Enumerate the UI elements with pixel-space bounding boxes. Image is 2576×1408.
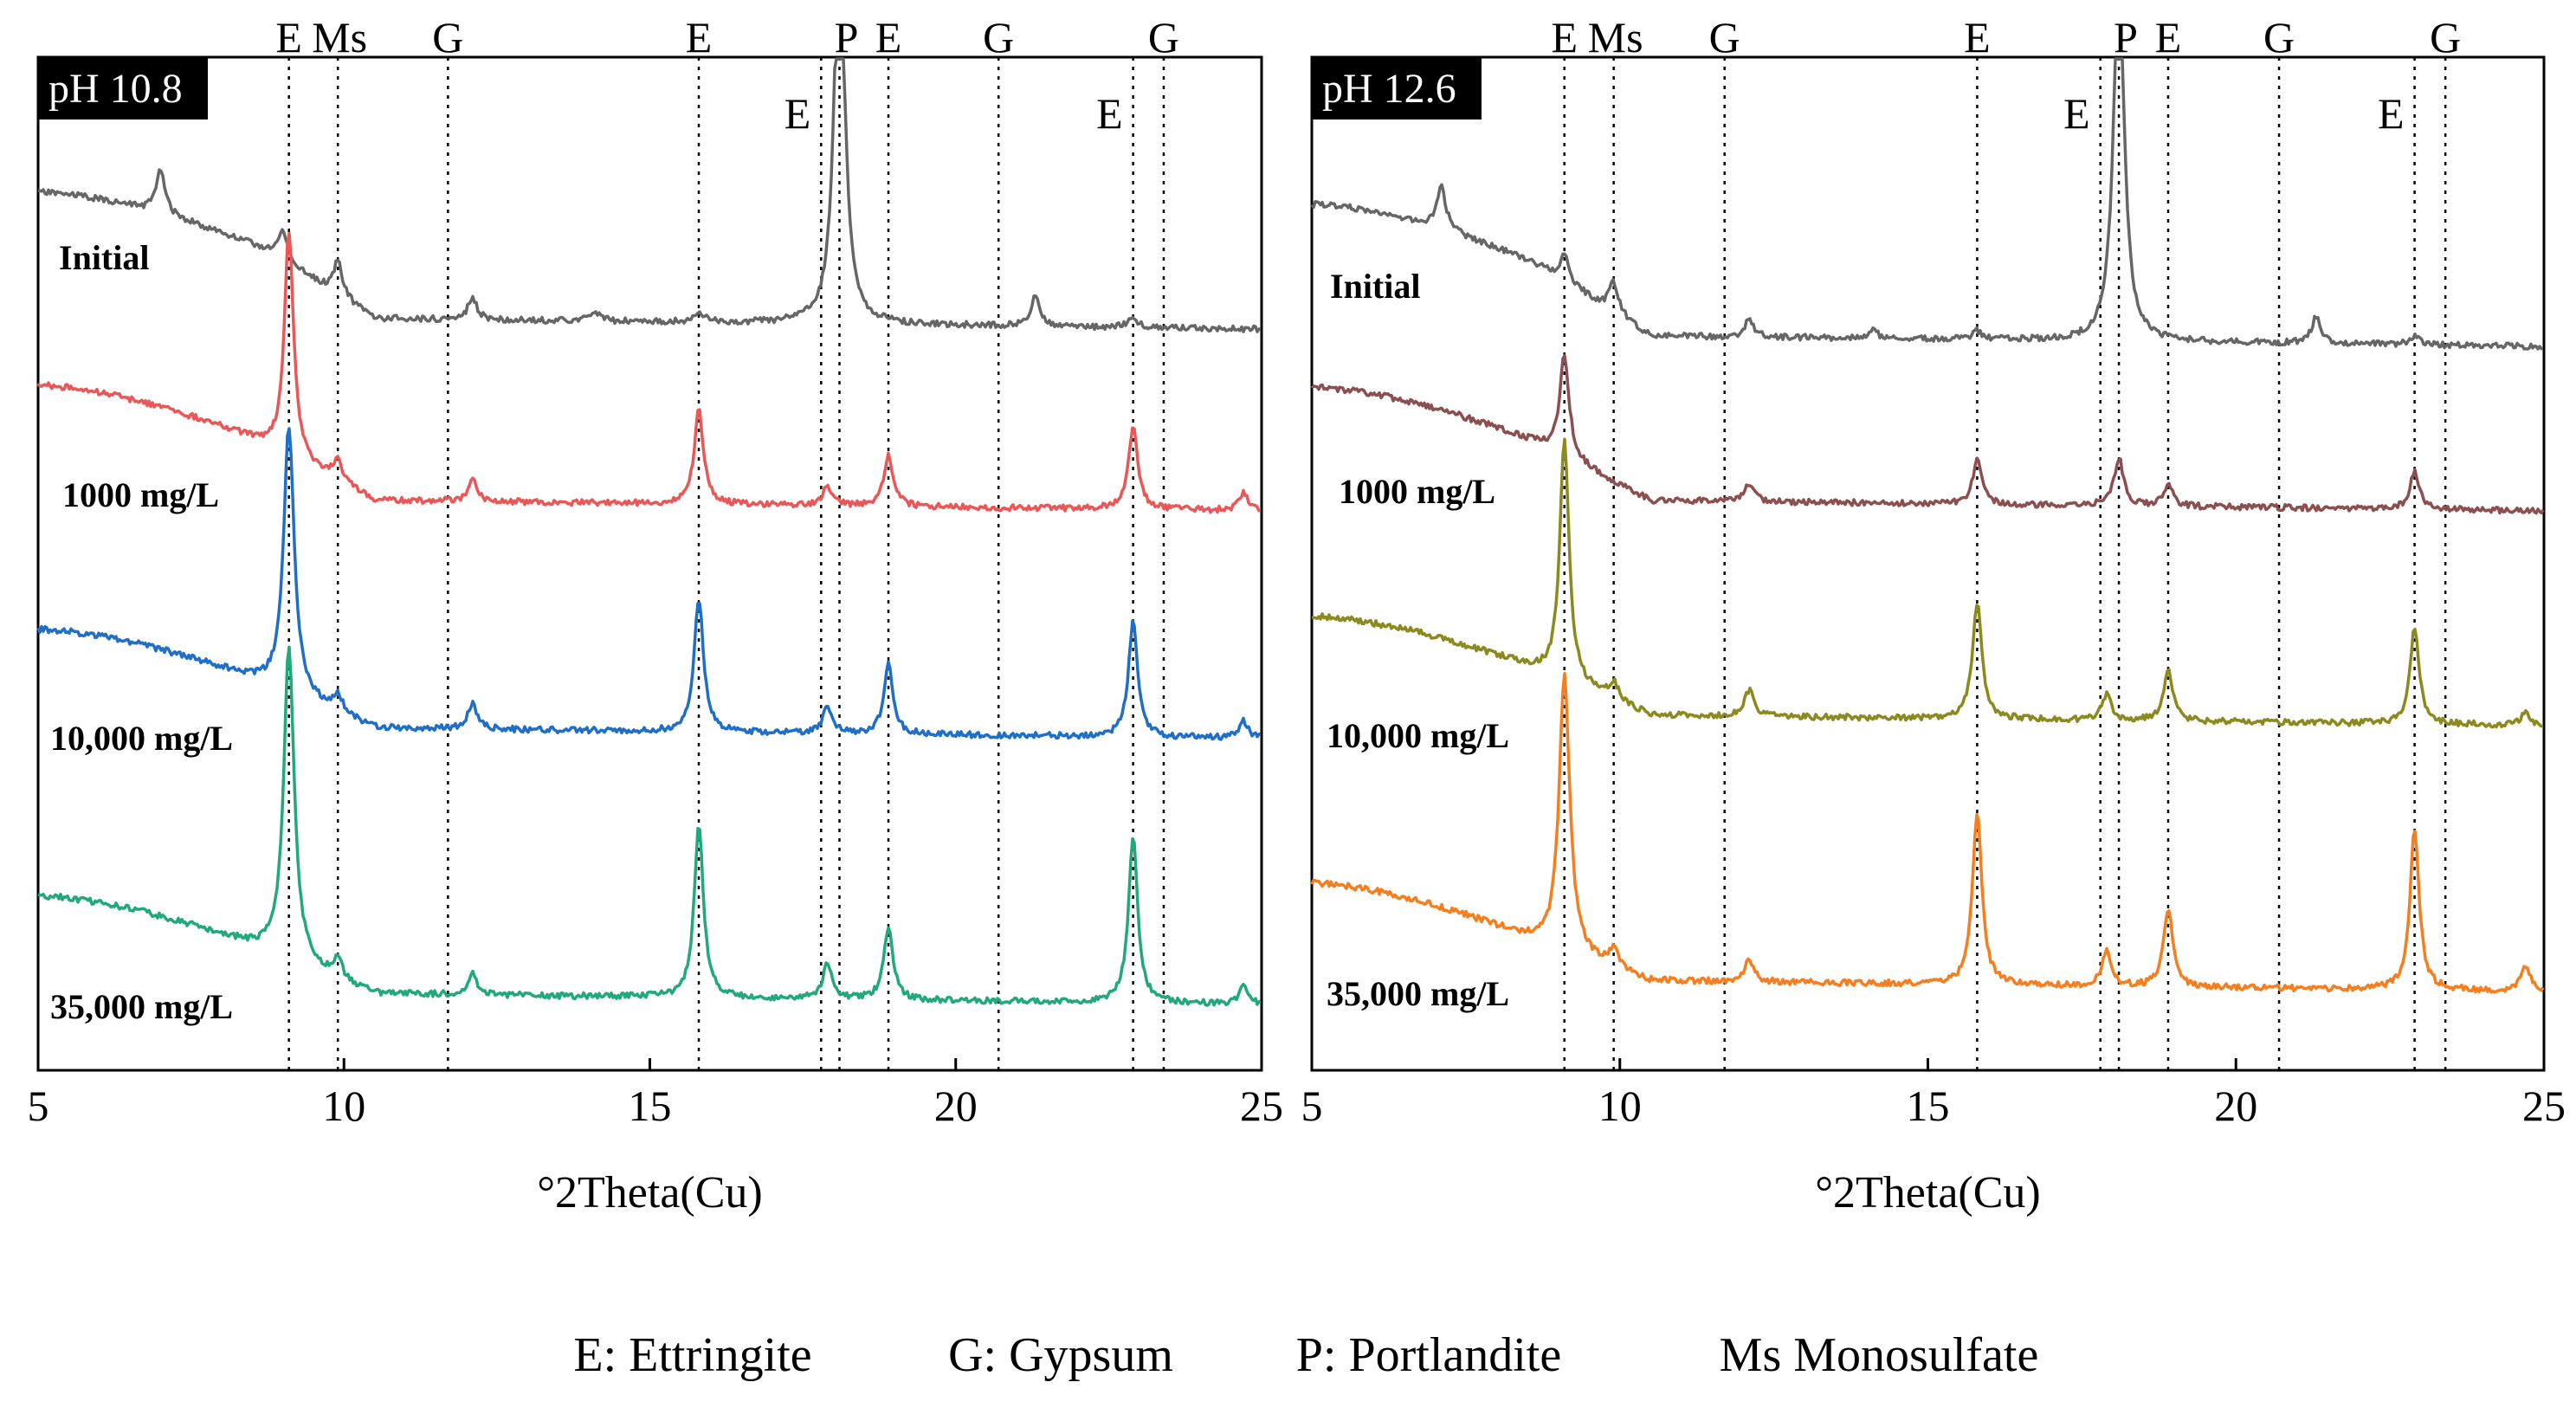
series-label: 10,000 mg/L [50, 719, 233, 758]
series-line-2 [36, 231, 1262, 514]
peak-label-g: G [983, 13, 1014, 61]
peak-label-p: P [835, 13, 859, 61]
x-tick-label: 25 [2522, 1082, 2566, 1130]
x-tick-label: 10 [1598, 1082, 1642, 1130]
legend: E: Ettringite G: Gypsum P: Portlandite M… [573, 1328, 2038, 1382]
series-line-1 [37, 57, 1262, 333]
x-tick-label: 15 [1907, 1082, 1950, 1130]
series-line-1 [1310, 57, 2544, 351]
legend-monosulfate: Ms Monosulfate [1720, 1328, 2039, 1382]
peak-label-g: G [2430, 13, 2461, 61]
series-label: Initial [59, 238, 149, 277]
x-axis-title: °2Theta(Cu) [537, 1168, 762, 1217]
peak-label-g: G [1148, 13, 1179, 61]
x-axis-title: °2Theta(Cu) [1815, 1168, 2040, 1217]
peak-label-ms: Ms [1588, 13, 1643, 61]
legend-portlandite: P: Portlandite [1296, 1328, 1561, 1382]
peak-label-p: P [2114, 13, 2138, 61]
series-label: 10,000 mg/L [1327, 716, 1509, 755]
legend-gypsum: G: Gypsum [948, 1328, 1173, 1382]
x-tick-label: 20 [2214, 1082, 2257, 1130]
peak-label-g: G [1709, 13, 1740, 61]
peak-label-e: E [1551, 13, 1578, 61]
series-line-4 [1310, 671, 2545, 994]
peak-label-e: E [875, 13, 902, 61]
legend-ettringite: E: Ettringite [573, 1328, 811, 1382]
plot-frame [36, 55, 1263, 1072]
x-tick-label: 25 [1240, 1082, 1283, 1130]
peak-label-e: E [784, 89, 811, 138]
peak-label-e: E [1964, 13, 1991, 61]
series-line-3 [36, 427, 1262, 741]
series-label: 1000 mg/L [62, 475, 219, 514]
peak-label-e: E [2378, 89, 2405, 138]
series-label: 35,000 mg/L [1327, 974, 1509, 1013]
ph-badge-label: pH 10.8 [48, 66, 183, 112]
peak-label-e: E [2063, 89, 2090, 138]
x-tick-label: 20 [934, 1082, 978, 1130]
peak-label-e: E [275, 13, 302, 61]
peak-label-ms: Ms [312, 13, 367, 61]
series-line-3 [1311, 437, 2544, 729]
x-tick-label: 10 [322, 1082, 365, 1130]
ph-badge-label: pH 12.6 [1322, 66, 1456, 112]
peak-label-g: G [2263, 13, 2295, 61]
x-tick-label: 5 [1301, 1082, 1323, 1130]
series-line-4 [37, 645, 1262, 1007]
series-line-2 [1310, 354, 2545, 515]
series-label: 35,000 mg/L [50, 987, 233, 1026]
peak-label-e: E [1096, 89, 1123, 138]
series-label: Initial [1330, 267, 1420, 306]
ph-badge [38, 57, 208, 119]
series-label: 1000 mg/L [1339, 472, 1495, 511]
peak-label-g: G [432, 13, 463, 61]
x-tick-label: 5 [28, 1082, 49, 1130]
peak-label-e: E [686, 13, 713, 61]
ph-badge [1312, 57, 1482, 119]
plot-frame [1310, 55, 2546, 1072]
x-tick-label: 15 [629, 1082, 672, 1130]
peak-label-e: E [2155, 13, 2182, 61]
